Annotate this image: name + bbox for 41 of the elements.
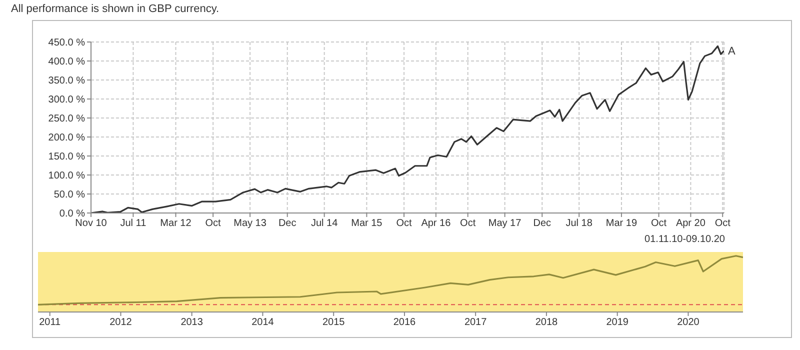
x-tick-label: Apr 16 xyxy=(421,218,452,230)
x-tick-label: 2012 xyxy=(110,317,132,328)
chart-title: All performance is shown in GBP currency. xyxy=(11,3,220,15)
x-tick-label: Mar 15 xyxy=(351,218,383,230)
x-tick-label: Mar 12 xyxy=(160,218,192,230)
y-tick-label: 400.0 % xyxy=(48,56,86,68)
x-tick-label: Oct xyxy=(714,218,731,230)
x-tick-label: 2016 xyxy=(393,317,416,328)
x-tick-label: Nov 10 xyxy=(75,218,108,230)
x-tick-label: Oct xyxy=(205,218,222,230)
x-tick-label: 2017 xyxy=(464,317,488,328)
y-tick-label: 0.0 % xyxy=(59,208,86,220)
x-tick-label: Mar 19 xyxy=(606,218,638,230)
x-tick-label: Jul 11 xyxy=(120,218,147,230)
series-label: A xyxy=(728,46,736,58)
x-tick-label: Apr 20 xyxy=(676,218,706,230)
x-tick-label: Oct xyxy=(460,218,476,230)
x-tick-label: Oct xyxy=(651,218,667,230)
y-tick-label: 150.0 % xyxy=(48,152,86,163)
x-tick-label: Oct xyxy=(396,218,412,230)
x-tick-label: 2013 xyxy=(180,317,204,328)
y-tick-label: 50.0 % xyxy=(54,190,86,201)
x-tick-label: 2020 xyxy=(677,317,700,328)
x-tick-label: 2018 xyxy=(535,317,558,328)
x-tick-label: 2019 xyxy=(606,317,629,328)
x-tick-label: Dec xyxy=(533,218,552,230)
text: 01.11.10-09.10.20 xyxy=(644,234,725,245)
y-tick-label: 100.0 % xyxy=(48,170,86,182)
x-tick-label: 2011 xyxy=(39,317,62,328)
x-tick-label: May 13 xyxy=(234,218,267,230)
x-tick-label: Jul 14 xyxy=(310,218,338,230)
x-tick-label: 2015 xyxy=(322,317,346,328)
x-tick-label: Dec xyxy=(278,218,296,230)
x-tick-label: Jul 18 xyxy=(566,218,593,230)
x-tick-label: 2014 xyxy=(252,317,274,328)
y-tick-label: 250.0 % xyxy=(48,114,86,125)
y-tick-label: 450.0 % xyxy=(48,38,86,49)
y-tick-label: 300.0 % xyxy=(48,94,86,106)
y-tick-label: 200.0 % xyxy=(48,132,86,144)
x-tick-label: May 17 xyxy=(488,218,522,230)
y-tick-label: 350.0 % xyxy=(48,76,86,87)
